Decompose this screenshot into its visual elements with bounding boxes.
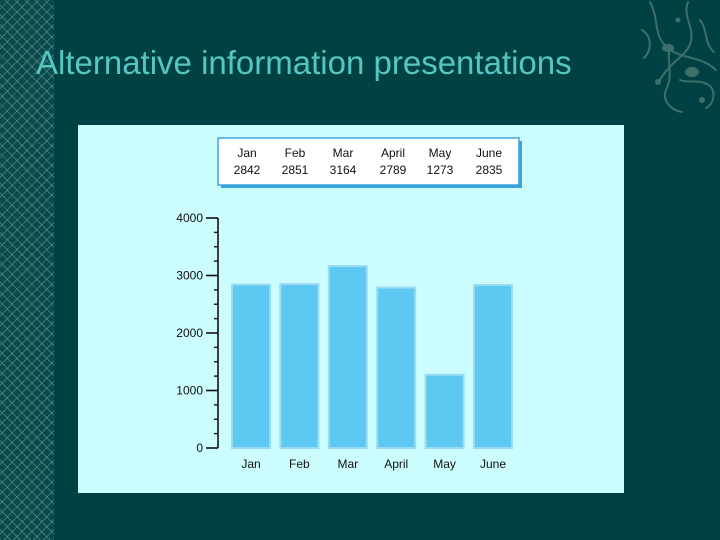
x-tick-label: Jan: [241, 457, 260, 471]
y-axis: 0 1000 2000 3000 4000: [176, 211, 219, 455]
bar-mar: [327, 265, 368, 449]
data-table-box: [217, 137, 520, 186]
x-tick-label: Feb: [289, 457, 310, 471]
bar-chart: Jan 2842 Feb 2851 Mar 3164 April 2789 May 1273 Jun…: [176, 137, 522, 471]
table-value-cell: 3164: [330, 163, 357, 177]
table-header-cell: April: [381, 146, 405, 160]
bar-may: [424, 373, 465, 450]
table-value-cell: 1273: [427, 163, 454, 177]
table-header-cell: Jan: [237, 146, 256, 160]
bar-april: [376, 286, 417, 449]
table-header-cell: Feb: [285, 146, 306, 160]
y-tick-label: 2000: [176, 326, 203, 340]
y-tick-label: 0: [196, 441, 203, 455]
x-tick-label: Mar: [337, 457, 358, 471]
table-header-cell: June: [476, 146, 502, 160]
slide-title: Alternative information presentations: [36, 44, 572, 81]
floral-ornament-icon: [641, 1, 717, 113]
x-axis-labels: Jan Feb Mar April May June: [241, 457, 506, 471]
chart-panel: Jan 2842 Feb 2851 Mar 3164 April 2789 May 1273 Jun…: [78, 125, 624, 493]
y-tick-label: 3000: [176, 269, 203, 283]
decorative-pattern-strip: [0, 0, 54, 540]
bar-feb: [279, 283, 320, 449]
table-header-cell: May: [429, 146, 452, 160]
table-value-cell: 2835: [476, 163, 503, 177]
table-value-cell: 2789: [380, 163, 407, 177]
bar-june: [473, 283, 513, 449]
x-tick-label: April: [384, 457, 408, 471]
x-tick-label: May: [433, 457, 456, 471]
table-value-cell: 2851: [282, 163, 309, 177]
data-table: Jan 2842 Feb 2851 Mar 3164 April 2789 May 1273 Jun…: [217, 137, 522, 188]
table-value-cell: 2842: [234, 163, 261, 177]
bars: [231, 265, 513, 450]
y-tick-label: 4000: [176, 211, 203, 225]
x-tick-label: June: [480, 457, 506, 471]
table-header-cell: Mar: [333, 146, 354, 160]
y-tick-label: 1000: [176, 384, 203, 398]
bar-jan: [231, 283, 271, 449]
